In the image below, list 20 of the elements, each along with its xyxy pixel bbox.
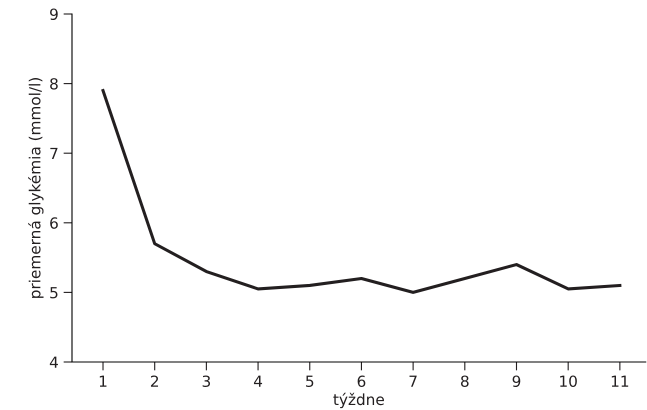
y-tick-label: 5 <box>50 287 58 298</box>
x-tick-label: 4 <box>254 376 262 387</box>
x-tick-label: 7 <box>410 376 417 387</box>
x-tick-label: 8 <box>460 375 469 388</box>
y-tick-label: 4 <box>50 356 58 368</box>
x-tick-label: 2 <box>150 375 158 387</box>
x-tick-label: 10 <box>560 375 577 388</box>
y-tick-label: 8 <box>50 78 58 90</box>
y-tick-label: 9 <box>50 8 58 20</box>
x-tick-label: 11 <box>612 376 628 387</box>
x-axis-title: týždne <box>333 392 384 408</box>
x-tick-label: 6 <box>358 375 366 388</box>
x-tick-label: 9 <box>512 375 520 388</box>
y-tick-label: 7 <box>50 148 58 160</box>
y-axis-title: priemerná glykémia (mmol/l) <box>28 78 44 298</box>
y-tick-label: 6 <box>50 217 58 229</box>
x-tick-label: 3 <box>202 375 210 388</box>
x-tick-label: 5 <box>306 376 314 388</box>
x-tick-label: 1 <box>100 376 106 387</box>
line-series <box>101 89 622 294</box>
